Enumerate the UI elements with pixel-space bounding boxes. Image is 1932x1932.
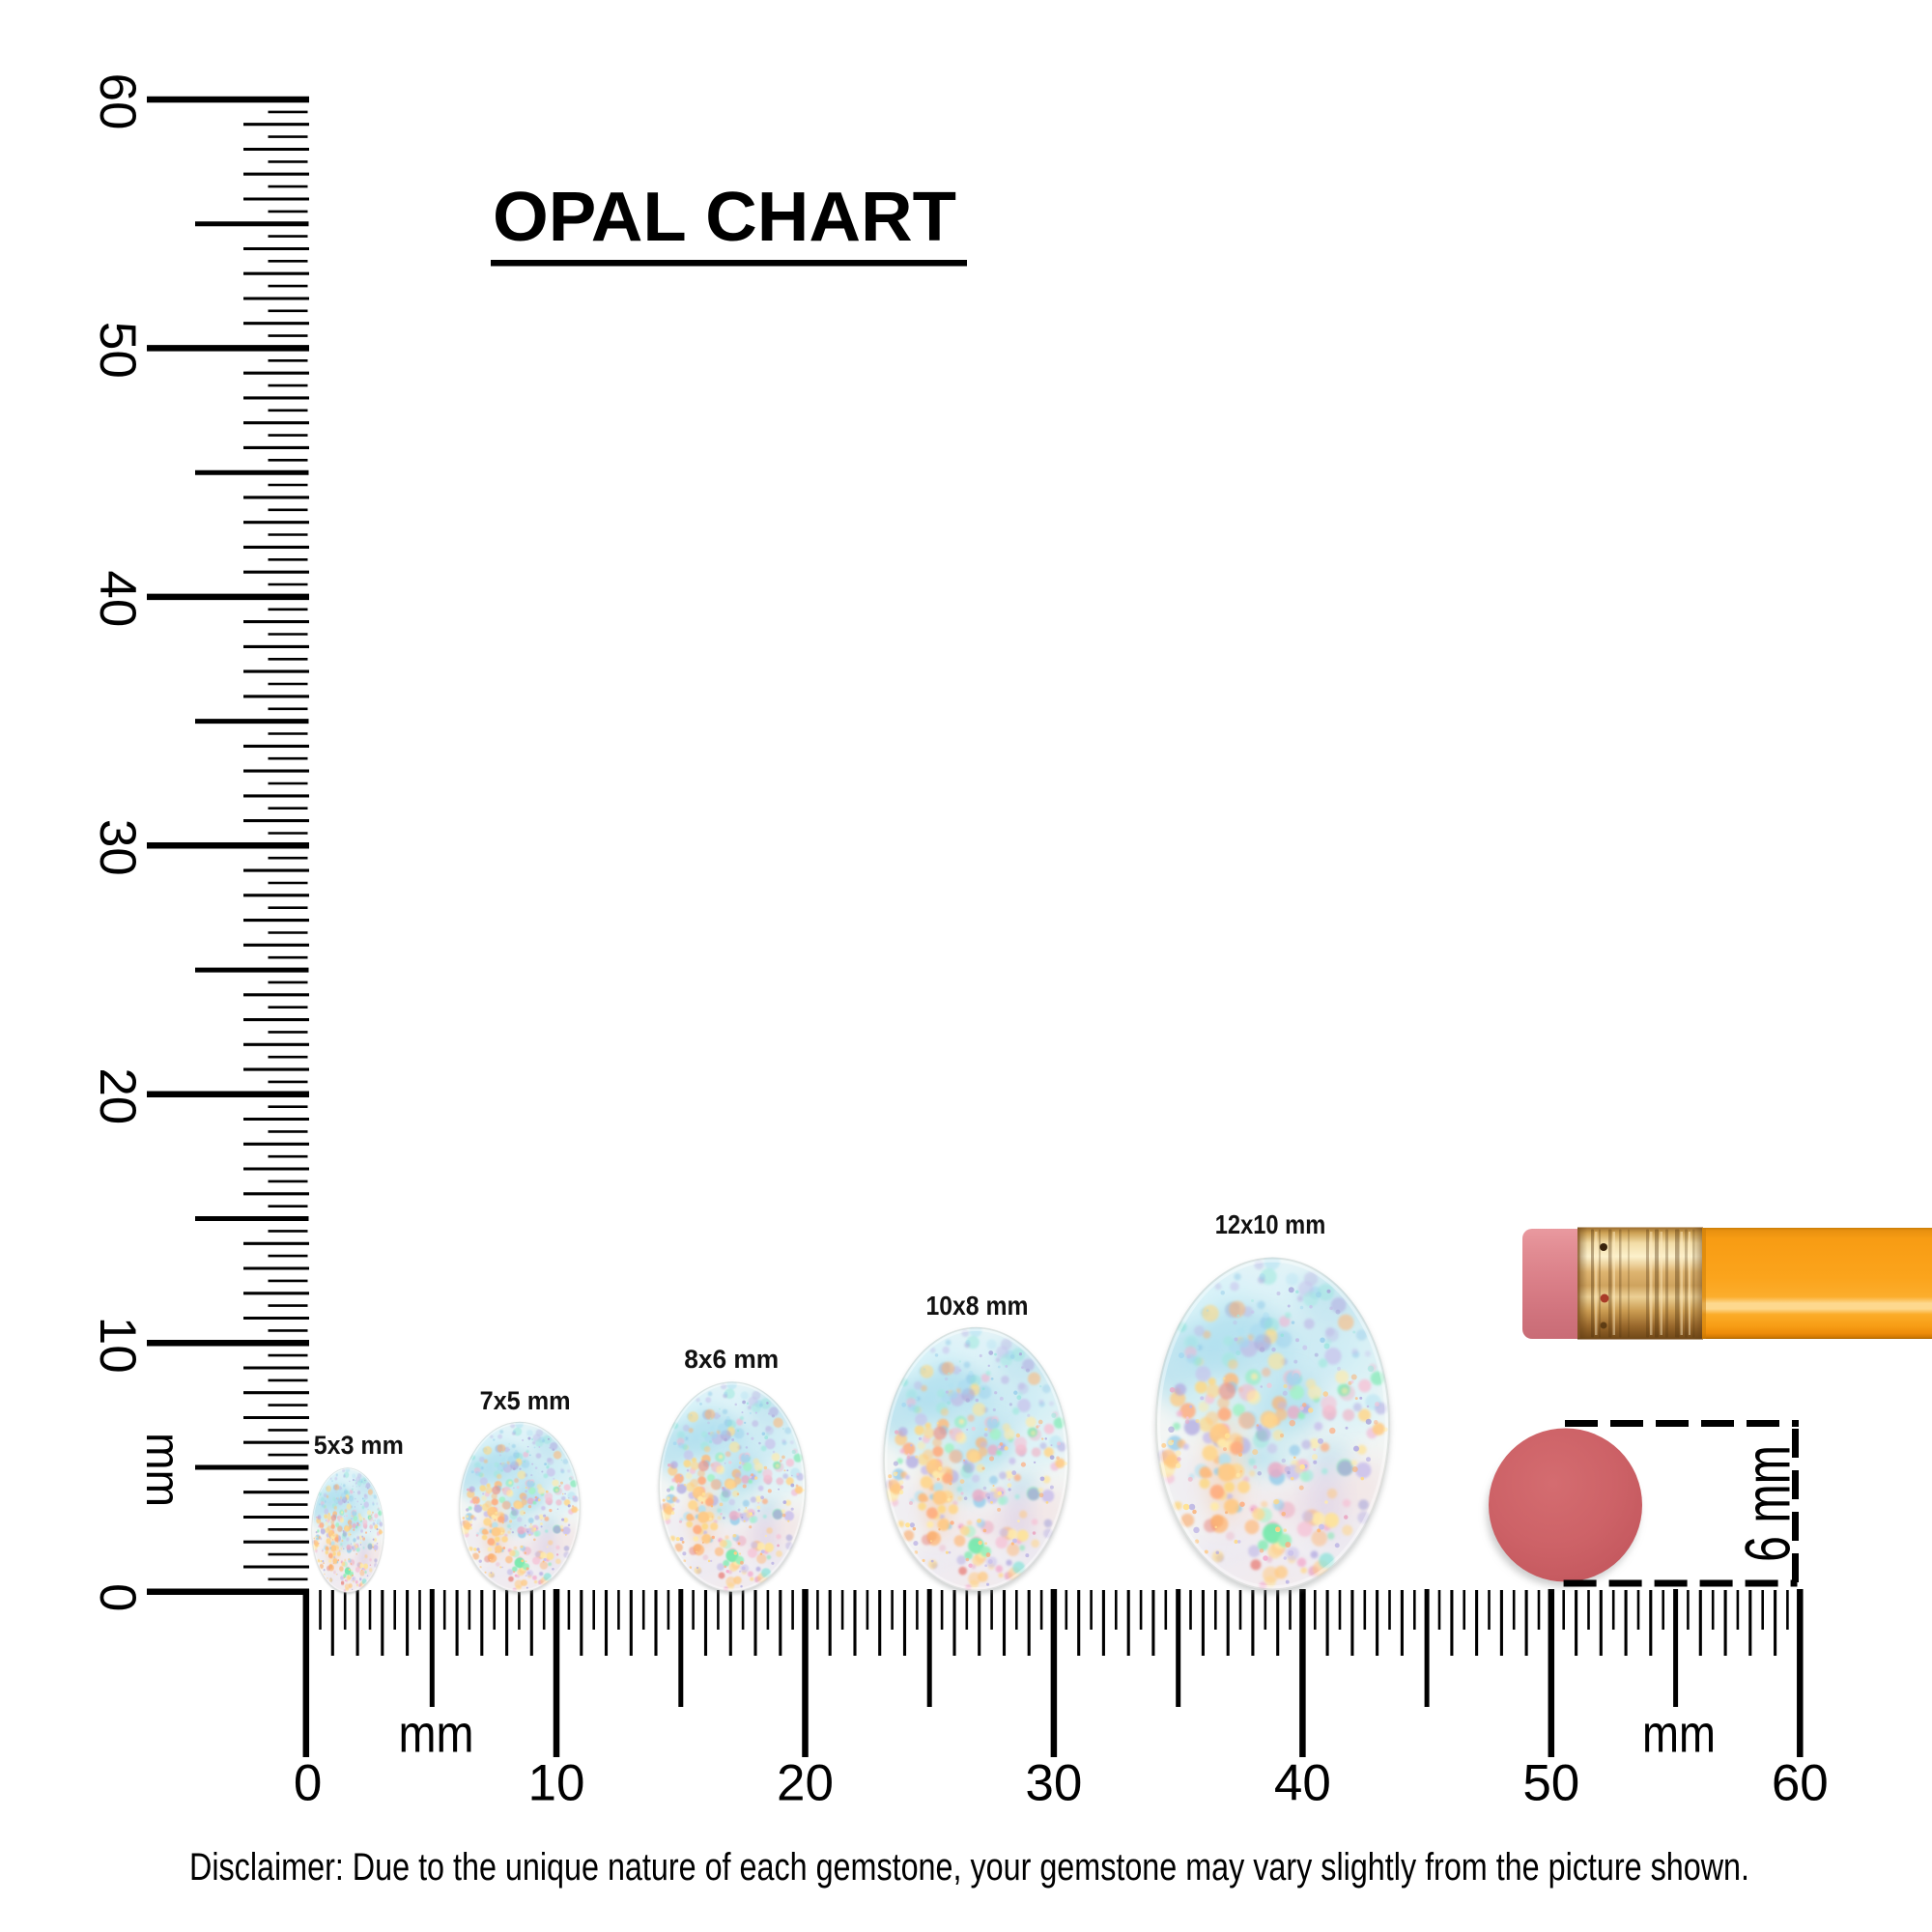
svg-text:60: 60 (1772, 1755, 1829, 1812)
svg-text:0: 0 (89, 1583, 146, 1611)
svg-text:10: 10 (89, 1317, 146, 1374)
svg-text:30: 30 (1025, 1755, 1082, 1812)
svg-text:30: 30 (89, 819, 146, 876)
svg-text:20: 20 (777, 1755, 834, 1812)
svg-text:10: 10 (528, 1755, 585, 1812)
svg-text:10x8 mm: 10x8 mm (926, 1291, 1029, 1321)
svg-text:Disclaimer: Due to the unique: Disclaimer: Due to the unique nature of … (189, 1846, 1749, 1889)
svg-text:50: 50 (89, 322, 146, 379)
svg-text:40: 40 (89, 570, 146, 627)
svg-text:8x6 mm: 8x6 mm (684, 1345, 779, 1374)
svg-text:60: 60 (89, 73, 146, 130)
svg-text:40: 40 (1274, 1755, 1331, 1812)
svg-text:12x10 mm: 12x10 mm (1215, 1209, 1326, 1239)
svg-text:7x5 mm: 7x5 mm (480, 1386, 571, 1415)
svg-text:OPAL CHART: OPAL CHART (493, 179, 956, 256)
svg-text:20: 20 (89, 1067, 146, 1124)
svg-text:mm: mm (399, 1704, 474, 1764)
svg-text:50: 50 (1522, 1755, 1579, 1812)
svg-text:mm: mm (1642, 1704, 1716, 1764)
svg-text:6 mm: 6 mm (1732, 1445, 1804, 1562)
svg-text:0: 0 (294, 1755, 322, 1812)
svg-text:mm: mm (136, 1433, 190, 1507)
svg-text:5x3 mm: 5x3 mm (314, 1431, 404, 1460)
